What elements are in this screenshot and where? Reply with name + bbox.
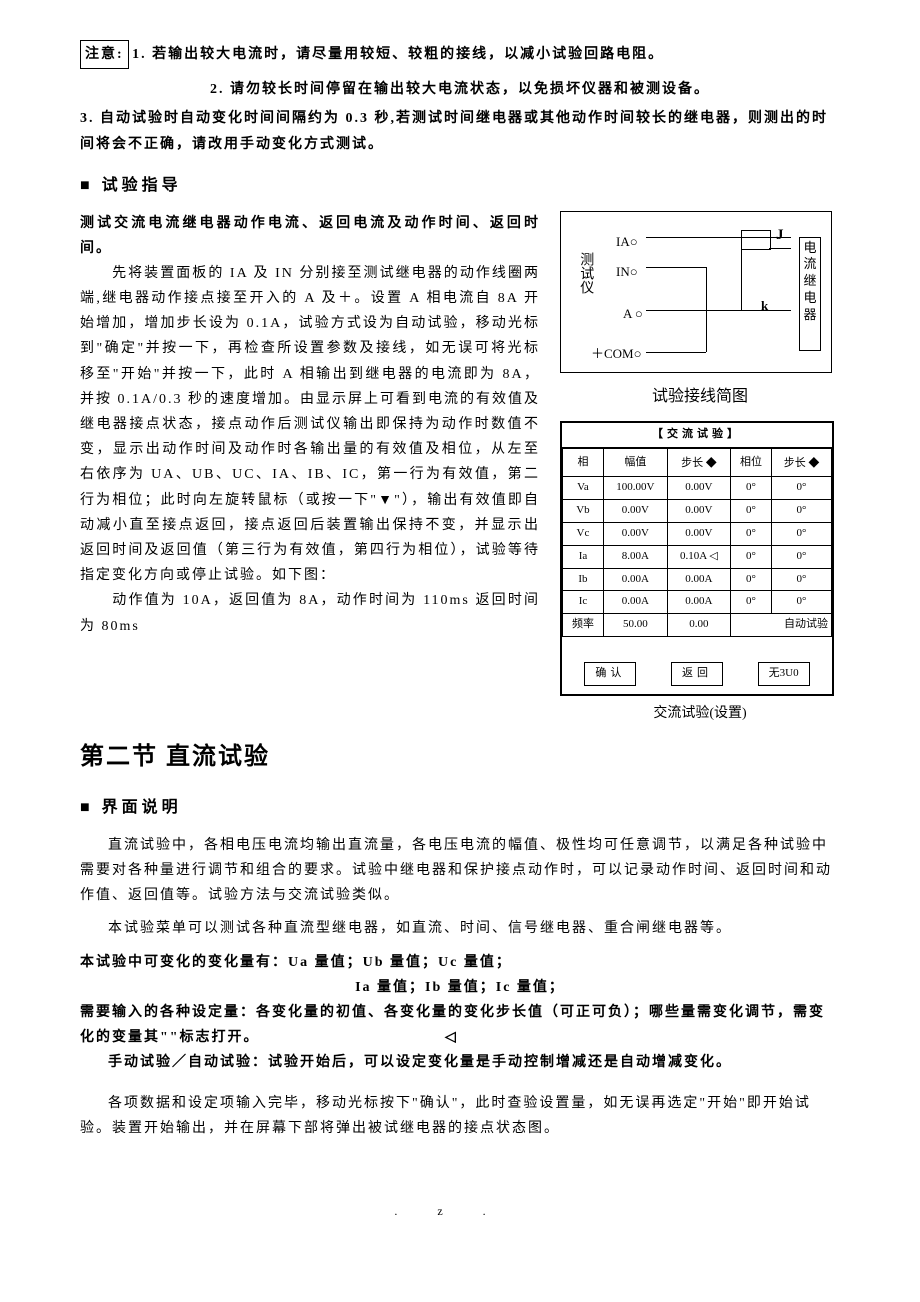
- table-row: Vb0.00V0.00V0°0°: [563, 500, 832, 523]
- wire: [646, 310, 756, 311]
- table-row: Vc0.00V0.00V0°0°: [563, 522, 832, 545]
- cursor-icon: ◁: [445, 1030, 458, 1045]
- section2-b3: 需要输入的各种设定量：各变化量的初值、各变化量的变化步长值（可正可负）；哪些量需…: [80, 1000, 840, 1050]
- section2-title: 第二节 直流试验: [80, 736, 840, 779]
- panel-table: 相 幅值 步长 ◆ 相位 步长 ◆ Va100.00V0.00V0°0° Vb0…: [562, 448, 832, 637]
- th-step: 步长 ◆: [667, 449, 730, 477]
- guide-body: 先将装置面板的 IA 及 IN 分别接至测试继电器的动作线圈两端,继电器动作接点…: [80, 261, 540, 588]
- notice-item-3: 3. 自动试验时自动变化时间间隔约为 0.3 秒,若测试时间继电器或其他动作时间…: [80, 106, 840, 156]
- wire: [646, 352, 706, 353]
- th-amp: 幅值: [603, 449, 667, 477]
- guide-lead: 测试交流电流继电器动作电流、返回电流及动作时间、返回时间。: [80, 211, 540, 261]
- terminal-ia: IA○: [616, 230, 638, 253]
- notice-item-1: 1. 若输出较大电流时，请尽量用较短、较粗的接线，以减小试验回路电阻。: [132, 47, 664, 62]
- notice-item-2: 2. 请勿较长时间停留在输出较大电流状态，以免损坏仪器和被测设备。: [80, 77, 840, 102]
- diagram-caption: 试验接线简图: [560, 383, 840, 412]
- wire: [646, 267, 706, 268]
- table-row: Va100.00V0.00V0°0°: [563, 477, 832, 500]
- section2-b2: Ia 量值；Ib 量值；Ic 量值；: [80, 975, 840, 1000]
- guide-header: 试验指导: [80, 172, 840, 201]
- section2-b4: 手动试验／自动试验：试验开始后，可以设定变化量是手动控制增减还是自动增减变化。: [80, 1050, 840, 1075]
- cursor-icon: ◁: [709, 550, 717, 562]
- table-row: Ib0.00A0.00A0°0°: [563, 568, 832, 591]
- table-row: Ia8.00A0.10A ◁0°0°: [563, 545, 832, 568]
- tester-label: 测试仪: [576, 252, 594, 294]
- th-step2: 步长 ◆: [771, 449, 831, 477]
- panel-buttons: 确认 返回 无3U0: [562, 637, 832, 694]
- section2-b1: 本试验中可变化的变化量有：Ua 量值；Ub 量值；Uc 量值；: [80, 950, 840, 975]
- notice-label: 注意:: [80, 40, 129, 69]
- k-label: k: [761, 294, 768, 317]
- section2-p1: 直流试验中，各相电压电流均输出直流量，各电压电流的幅值、极性均可任意调节，以满足…: [80, 833, 840, 909]
- two-column-layout: 测试交流电流继电器动作电流、返回电流及动作时间、返回时间。 先将装置面板的 IA…: [80, 211, 840, 726]
- btn-back[interactable]: 返回: [671, 662, 723, 686]
- panel-caption: 交流试验(设置): [560, 701, 840, 726]
- arrow-icon: ◆: [706, 450, 717, 475]
- terminal-a: A ○: [623, 302, 643, 325]
- settings-panel: 【交流试验】 相 幅值 步长 ◆ 相位 步长 ◆ Va100.00V0.00V0…: [560, 421, 834, 695]
- panel-title: 【交流试验】: [562, 423, 832, 448]
- guide-tail: 动作值为 10A，返回值为 8A，动作时间为 110ms 返回时间为 80ms: [80, 588, 540, 638]
- table-header-row: 相 幅值 步长 ◆ 相位 步长 ◆: [563, 449, 832, 477]
- th-pos: 相位: [731, 449, 772, 477]
- relay-box: 电流继电器: [799, 237, 821, 351]
- section2-p2: 本试验菜单可以测试各种直流型继电器，如直流、时间、信号继电器、重合闸继电器等。: [80, 916, 840, 941]
- notice-block: 注意: 1. 若输出较大电流时，请尽量用较短、较粗的接线，以减小试验回路电阻。 …: [80, 40, 840, 157]
- section2-p3: 各项数据和设定项输入完毕，移动光标按下"确认"，此时查验设置量，如无误再选定"开…: [80, 1091, 840, 1141]
- terminal-com: ＋COM○: [591, 342, 641, 365]
- guide-text-column: 测试交流电流继电器动作电流、返回电流及动作时间、返回时间。 先将装置面板的 IA…: [80, 211, 540, 726]
- wiring-diagram: 测试仪 IA○ IN○ A ○ ＋COM○ J k 电流继电器: [560, 211, 832, 373]
- terminal-in: IN○: [616, 260, 638, 283]
- page-footer: .z.: [80, 1201, 840, 1223]
- th-phase: 相: [563, 449, 604, 477]
- table-row-freq: 频率50.000.00自动试验: [563, 614, 832, 637]
- j-box: [741, 230, 771, 250]
- table-row: Ic0.00A0.00A0°0°: [563, 591, 832, 614]
- diagram-column: 测试仪 IA○ IN○ A ○ ＋COM○ J k 电流继电器 试验接线简图 【…: [560, 211, 840, 726]
- ui-desc-header: 界面说明: [80, 794, 840, 823]
- arrow-icon: ◆: [808, 450, 819, 475]
- wire: [741, 248, 742, 310]
- btn-ok[interactable]: 确认: [584, 662, 636, 686]
- btn-3u0[interactable]: 无3U0: [758, 662, 810, 686]
- j-label: J: [776, 222, 784, 249]
- wire: [769, 248, 791, 249]
